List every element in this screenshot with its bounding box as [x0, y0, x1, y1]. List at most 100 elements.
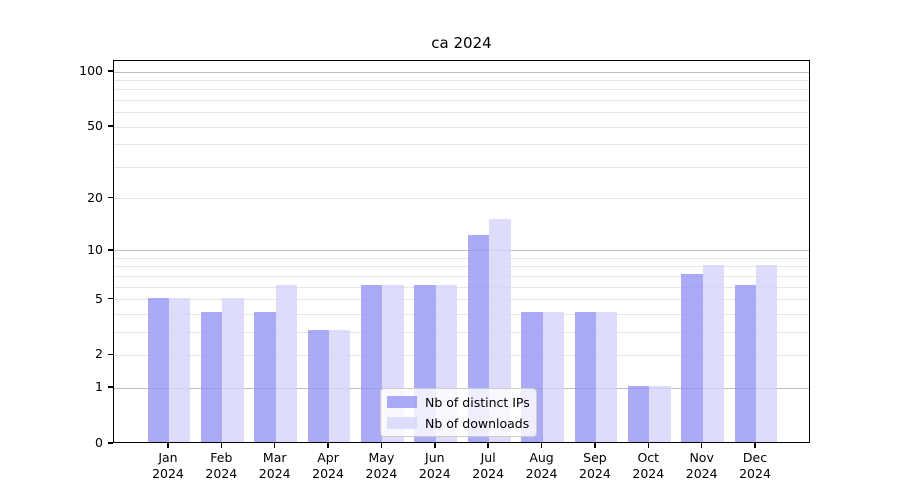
gridline-minor [114, 198, 809, 200]
gridline-minor [114, 100, 809, 102]
bar-distinct-ips [147, 297, 169, 442]
bar-downloads [595, 312, 618, 442]
legend-item: Nb of downloads [387, 414, 530, 432]
x-tick-year: 2024 [685, 466, 718, 481]
y-tick-mark [108, 70, 113, 72]
gridline-minor [114, 257, 809, 259]
bar-downloads [489, 218, 511, 442]
y-tick-mark [108, 442, 113, 444]
y-tick-label: 20 [87, 189, 103, 205]
x-tick-month: Jun [425, 450, 445, 465]
bar-distinct-ips [627, 386, 650, 442]
bar-downloads [275, 285, 298, 442]
x-tick-label: Sep 2024 [560, 450, 630, 482]
x-tick-month: Nov [689, 450, 714, 465]
y-tick-label: 10 [87, 241, 103, 257]
x-tick-mark [700, 443, 703, 448]
gridline-minor [114, 112, 809, 114]
bar-distinct-ips [307, 330, 330, 442]
x-tick-year: 2024 [739, 466, 771, 481]
x-tick-mark [327, 443, 329, 448]
y-tick-mark [108, 353, 113, 356]
x-tick-month: Dec [742, 450, 768, 465]
legend-label: Nb of downloads [425, 415, 530, 431]
bar-downloads [702, 264, 724, 442]
x-tick-year: 2024 [152, 466, 184, 481]
x-tick-label: Jul 2024 [453, 450, 523, 482]
gridline-major [114, 71, 809, 73]
bar-distinct-ips [254, 312, 276, 442]
x-tick-year: 2024 [205, 466, 238, 481]
x-tick-month: May [368, 450, 395, 465]
x-tick-mark [594, 443, 596, 448]
bar-downloads [168, 297, 191, 442]
x-tick-label: Jun 2024 [400, 450, 470, 482]
x-tick-year: 2024 [632, 466, 665, 481]
plot-area [113, 60, 810, 443]
x-tick-mark [434, 443, 436, 448]
y-tick-label: 50 [87, 118, 103, 134]
x-tick-label: Dec 2024 [720, 450, 790, 482]
y-tick-mark [108, 249, 113, 251]
x-tick-month: Sep [583, 450, 607, 465]
x-tick-label: Jan 2024 [133, 450, 203, 482]
x-tick-year: 2024 [472, 466, 505, 481]
x-tick-label: Feb 2024 [186, 450, 256, 482]
x-tick-mark [220, 443, 223, 448]
bar-distinct-ips [574, 312, 596, 442]
x-tick-month: Feb [210, 450, 233, 465]
gridline-minor [114, 266, 809, 268]
gridline-minor [114, 275, 809, 277]
legend-item: Nb of distinct IPs [387, 393, 530, 411]
x-tick-label: May 2024 [346, 450, 416, 482]
x-tick-year: 2024 [312, 466, 344, 481]
chart-title: ca 2024 [431, 34, 492, 52]
x-tick-year: 2024 [525, 466, 558, 481]
gridline-minor [114, 80, 809, 82]
x-tick-label: Apr 2024 [293, 450, 363, 482]
legend-swatch [387, 396, 417, 408]
x-tick-label: Oct 2024 [613, 450, 683, 482]
y-tick-mark [108, 196, 113, 199]
x-tick-mark [273, 443, 276, 448]
bar-distinct-ips [681, 274, 703, 442]
x-tick-year: 2024 [258, 466, 291, 481]
bar-distinct-ips [734, 285, 757, 442]
x-tick-mark [167, 443, 169, 448]
bar-distinct-ips [200, 312, 223, 442]
x-tick-month: Mar [262, 450, 287, 465]
gridline-minor [114, 299, 809, 301]
y-tick-mark [108, 297, 113, 300]
x-tick-mark [487, 443, 489, 448]
gridline-minor [114, 331, 809, 333]
x-tick-month: Oct [637, 450, 660, 465]
bar-downloads [542, 312, 564, 442]
x-tick-month: Aug [529, 450, 554, 465]
y-tick-label: 0 [95, 435, 103, 450]
y-tick-label: 100 [79, 63, 103, 79]
gridline-minor [114, 89, 809, 91]
x-tick-month: Apr [317, 450, 339, 465]
x-tick-label: Mar 2024 [240, 450, 310, 482]
gridline-minor [114, 144, 809, 146]
gridline-minor [114, 354, 809, 356]
x-tick-mark [754, 443, 756, 448]
x-tick-mark [380, 443, 383, 448]
bar-downloads [222, 297, 244, 442]
x-tick-year: 2024 [418, 466, 451, 481]
y-tick-label: 2 [95, 346, 103, 362]
gridline-minor [114, 166, 809, 168]
y-tick-mark [108, 125, 113, 127]
y-tick-mark [108, 386, 113, 388]
legend: Nb of distinct IPs Nb of downloads [380, 388, 537, 437]
gridline-major [114, 250, 809, 252]
x-tick-month: Jul [480, 450, 496, 465]
x-tick-mark [647, 443, 650, 448]
gridline-minor [114, 286, 809, 288]
x-tick-label: Nov 2024 [667, 450, 737, 482]
bar-downloads [329, 330, 351, 442]
y-tick-label: 5 [95, 290, 103, 306]
x-tick-month: Jan [158, 450, 178, 465]
x-tick-year: 2024 [365, 466, 398, 481]
